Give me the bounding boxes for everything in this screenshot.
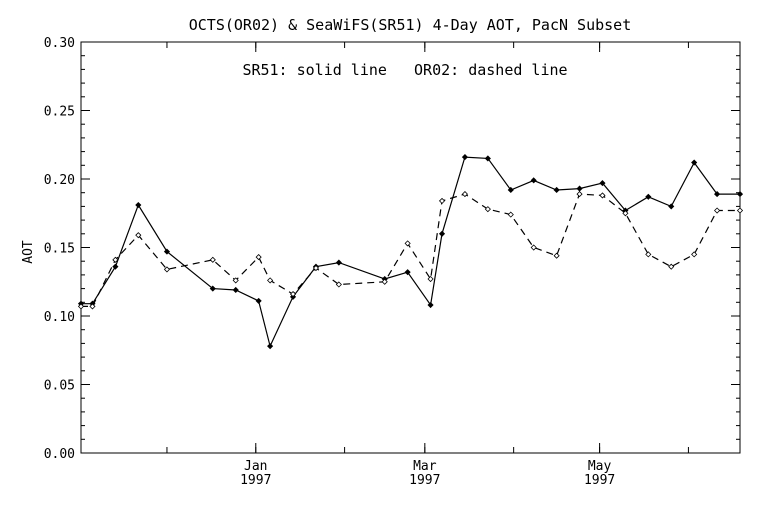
or02-data-point	[576, 191, 583, 198]
sr51-data-point	[668, 203, 675, 210]
or02-data-point	[255, 254, 262, 261]
or02-data-point	[736, 207, 744, 214]
sr51-data-point	[691, 159, 698, 166]
x-tick-label-year: 1997	[584, 473, 615, 488]
y-tick-label: 0.20	[44, 173, 75, 188]
y-tick-label: 0.25	[44, 105, 75, 120]
sr51-data-point	[267, 343, 274, 350]
or02-data-point	[312, 264, 320, 272]
or02-data-point	[89, 303, 96, 310]
or02-data-point	[714, 207, 721, 214]
y-tick-label: 0.05	[44, 379, 75, 394]
sr51-data-point	[427, 301, 434, 309]
or02-data-point	[438, 197, 446, 204]
or02-data-point	[553, 252, 560, 259]
y-tick-label: 0.00	[44, 447, 75, 462]
or02-data-point	[232, 277, 239, 284]
y-axis-label: AOT	[21, 240, 36, 264]
y-tick-label: 0.30	[44, 36, 75, 51]
sr51-data-point	[438, 230, 446, 237]
sr51-series-line	[81, 156, 740, 348]
or02-data-point	[381, 278, 388, 285]
sr51-data-point	[209, 285, 216, 292]
plot-frame	[80, 41, 741, 454]
x-tick-label-month: Mar	[413, 459, 437, 474]
sr51-data-point	[553, 186, 560, 194]
or02-data-point	[209, 256, 216, 263]
or02-data-point	[507, 211, 514, 218]
sr51-data-point	[112, 263, 119, 270]
or02-data-point	[335, 281, 342, 288]
sr51-data-point	[576, 185, 583, 192]
chart-title: OCTS(OR02) & SeaWiFS(SR51) 4-Day AOT, Pa…	[189, 16, 632, 34]
or02-data-point	[163, 266, 171, 273]
sr51-data-point	[736, 191, 744, 198]
sr51-data-point	[135, 201, 142, 209]
sr51-data-point	[232, 286, 239, 294]
or02-data-point	[77, 303, 85, 310]
sr51-data-point	[645, 193, 652, 200]
sr51-data-point	[530, 177, 537, 184]
or02-data-point	[461, 191, 469, 198]
or02-data-point	[668, 263, 675, 270]
y-tick-label: 0.10	[44, 310, 75, 325]
or02-data-point	[404, 240, 411, 247]
or02-data-point	[289, 291, 297, 298]
x-tick-label-month: May	[588, 459, 612, 474]
sr51-data-point	[255, 297, 262, 304]
y-tick-label: 0.15	[44, 242, 75, 257]
or02-series-line	[81, 193, 740, 307]
sr51-data-point	[507, 186, 514, 194]
or02-data-point	[267, 277, 274, 284]
series-layer	[77, 154, 744, 350]
sr51-data-point	[335, 259, 342, 266]
or02-data-point	[622, 210, 629, 217]
or02-data-point	[645, 251, 652, 258]
series-key-annotation: SR51: solid line OR02: dashed line	[242, 61, 567, 79]
or02-data-point	[484, 206, 491, 213]
or02-data-point	[530, 244, 537, 251]
sr51-data-point	[599, 180, 606, 187]
or02-data-point	[135, 232, 142, 239]
or02-data-point	[599, 192, 606, 199]
sr51-data-point	[404, 269, 411, 276]
x-tick-label-year: 1997	[409, 473, 440, 488]
sr51-data-point	[163, 248, 171, 255]
or02-data-point	[427, 275, 434, 283]
or02-data-point	[691, 251, 698, 258]
x-tick-label-month: Jan	[244, 459, 267, 474]
x-tick-label-year: 1997	[240, 473, 271, 488]
sr51-data-point	[461, 154, 469, 161]
or02-data-point	[112, 256, 119, 263]
sr51-data-point	[714, 191, 721, 198]
sr51-data-point	[484, 155, 491, 162]
y-axis: 0.00 0.05 0.10 0.15 0.20 0.25 0.30	[44, 36, 740, 462]
